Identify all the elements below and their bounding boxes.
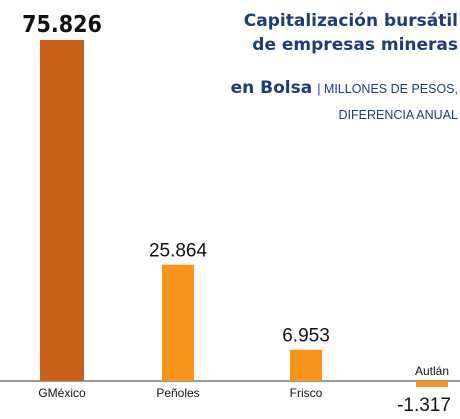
- bar: [416, 381, 448, 387]
- chart-title: Capitalización bursátil: [244, 11, 458, 31]
- bar: [40, 40, 84, 381]
- chart-title: en Bolsa: [231, 78, 313, 98]
- x-tick-label: Peñoles: [156, 386, 199, 400]
- x-tick-label: Frisco: [290, 386, 323, 400]
- value-label: 6.953: [282, 326, 330, 347]
- subtitle: DIFERENCIA ANUAL: [339, 108, 459, 122]
- bar: [162, 264, 194, 381]
- value-label: 75.826: [22, 12, 102, 38]
- subtitle: | MILLONES DE PESOS,: [317, 82, 458, 96]
- x-tick-label: GMéxico: [38, 386, 86, 400]
- value-label: 25.864: [149, 241, 208, 262]
- chart-title: de empresas mineras: [252, 35, 458, 55]
- chart-title-line: en Bolsa | MILLONES DE PESOS,: [231, 78, 458, 98]
- value-label: -1.317: [397, 395, 451, 416]
- x-tick-label: Autlán: [415, 364, 449, 378]
- bar: [290, 349, 322, 381]
